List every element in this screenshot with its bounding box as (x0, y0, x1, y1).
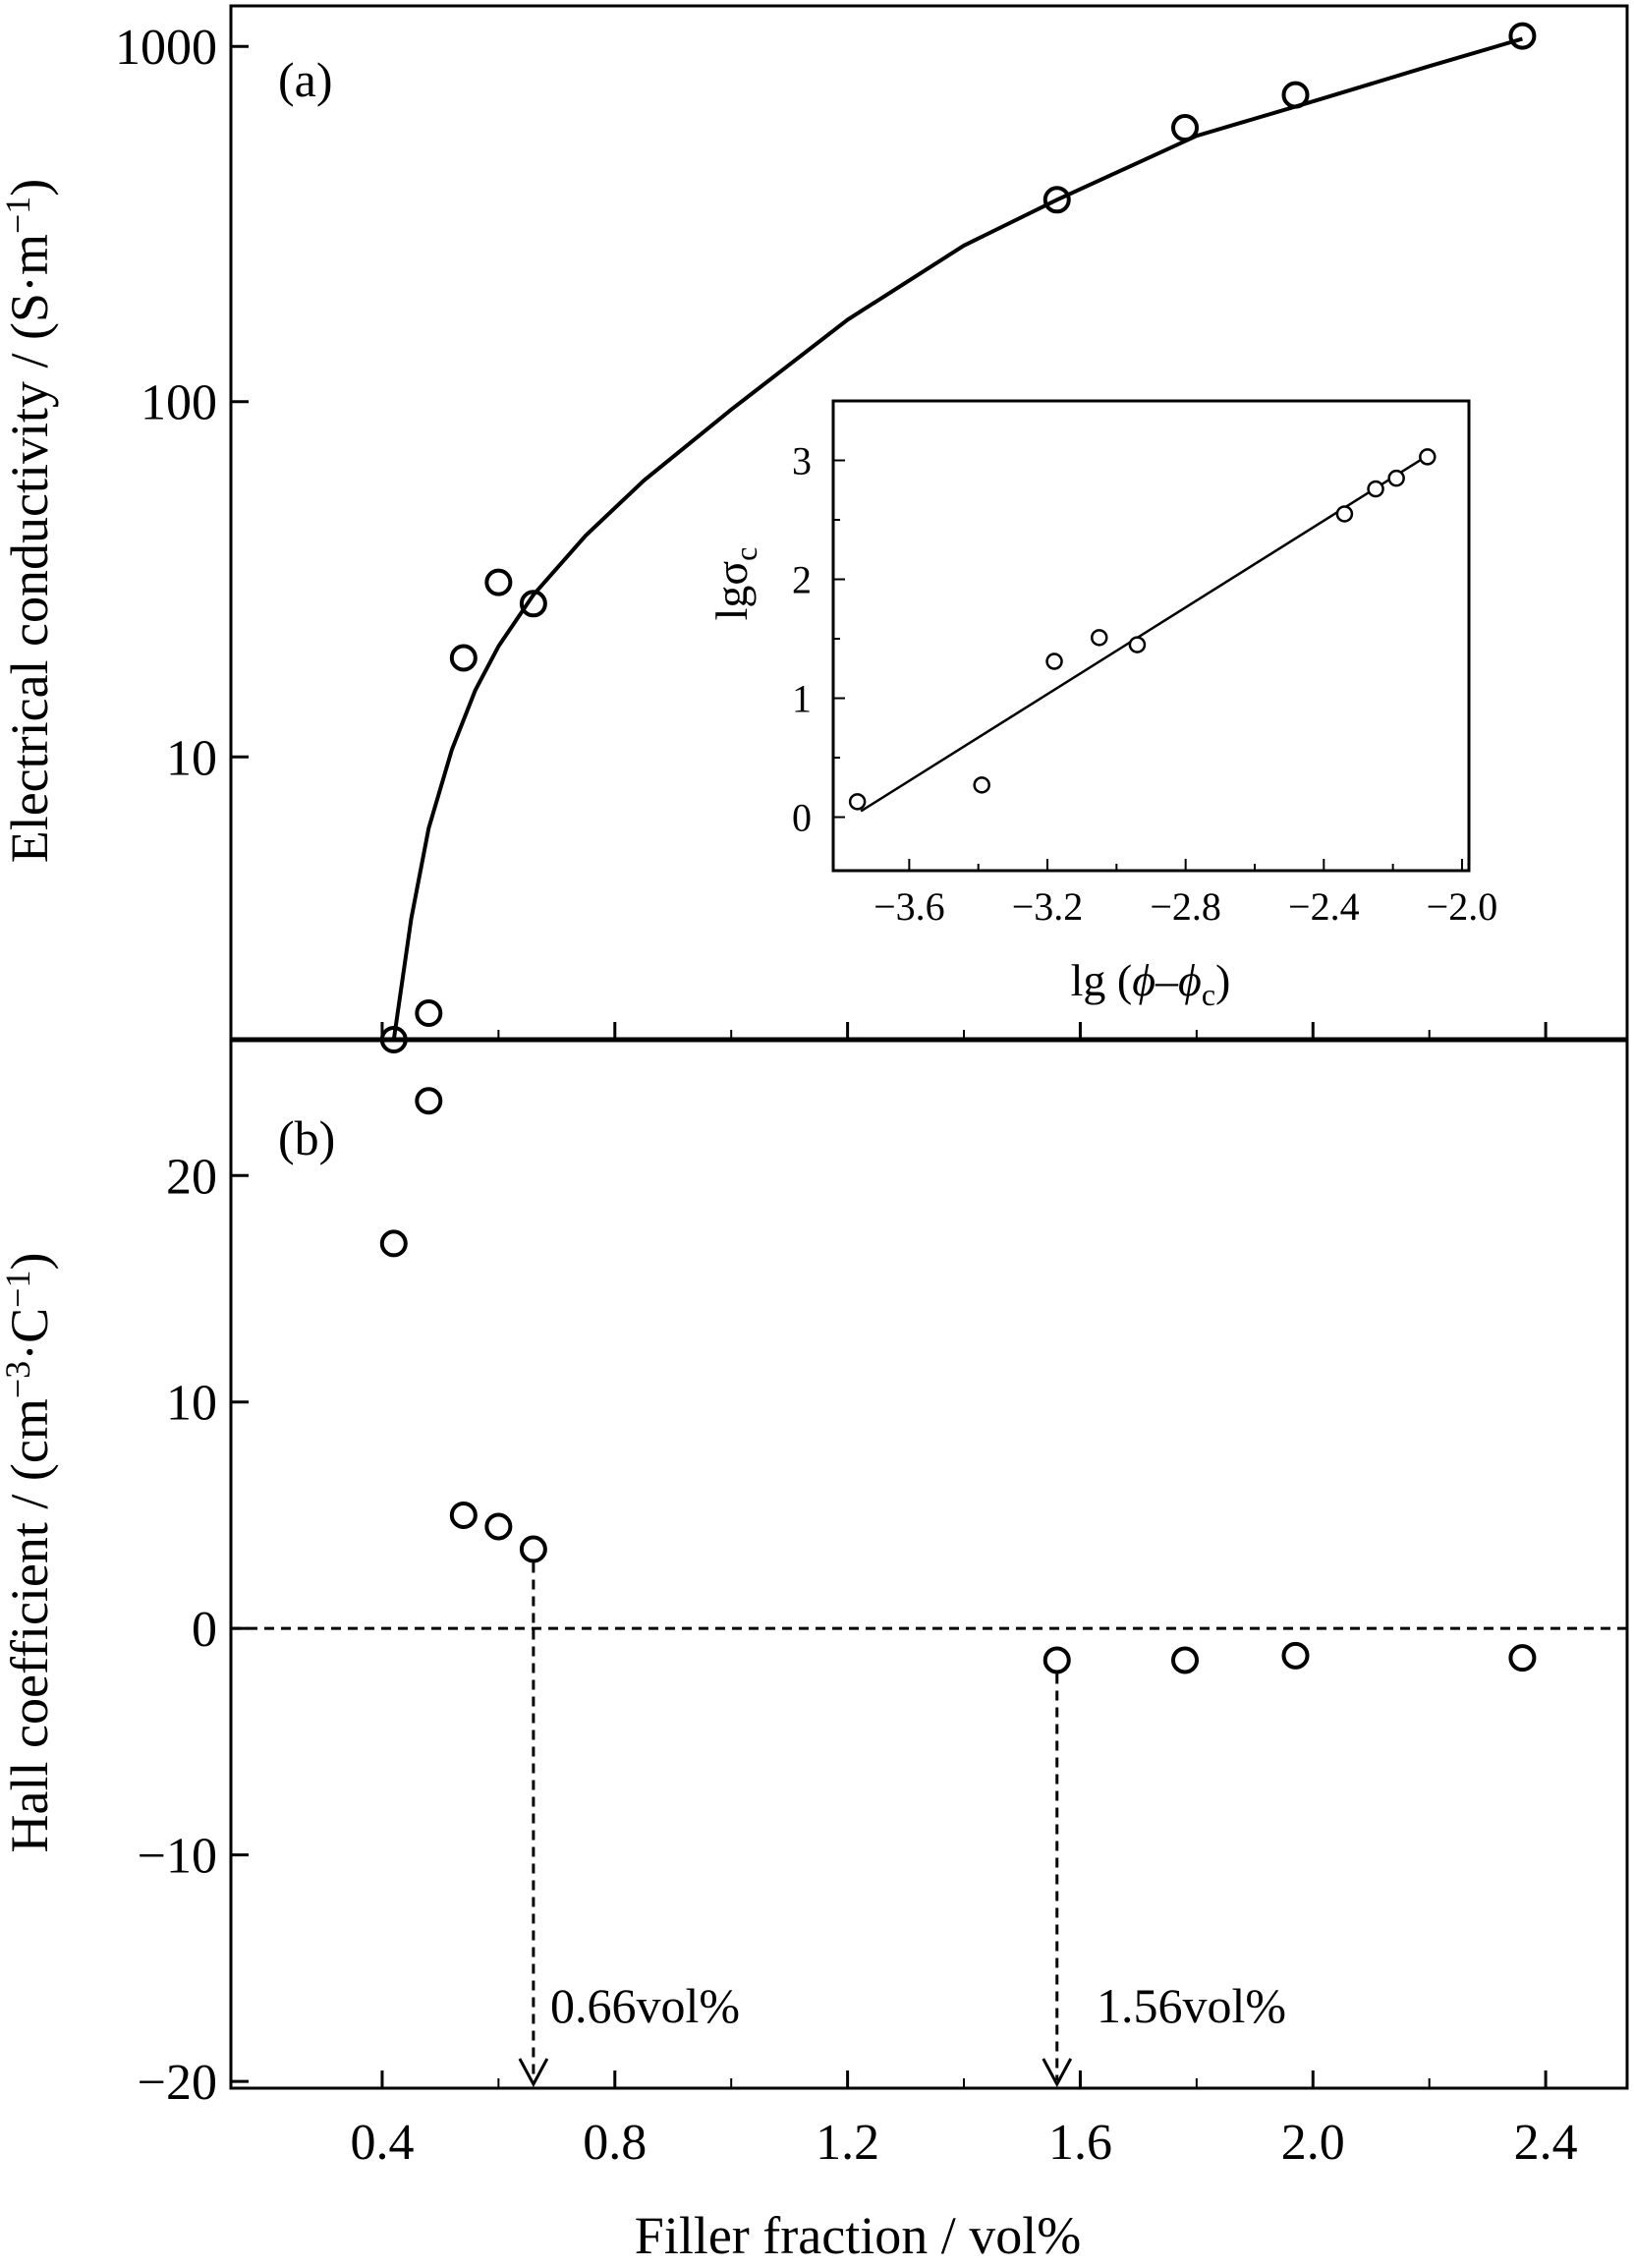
x-tick-label: 1.2 (816, 2115, 879, 2171)
panel-a-point (415, 999, 443, 1028)
inset-x-tick-label: −2.0 (1427, 884, 1498, 929)
panel-b-y-title-close: ) (0, 1253, 59, 1271)
panel-a-point (519, 590, 547, 618)
inset-y-tick-label: 2 (792, 558, 812, 602)
panel-b-point (519, 1535, 547, 1563)
inset-point (973, 776, 990, 794)
inset-x-label: lg (ϕ–ϕc) (1071, 955, 1231, 1012)
inset-y-tick-label: 1 (792, 677, 812, 721)
x-axis-title: Filler fraction / vol% (635, 2206, 1081, 2263)
annotation-arrow-head (1042, 2058, 1073, 2088)
panel-b-point (1508, 1644, 1537, 1673)
panel-b-point (484, 1512, 513, 1541)
inset-x-label-phi2: ϕ (1178, 955, 1202, 1005)
panel-b-ticks: −20 −10 0 10 20 (138, 1149, 1548, 2111)
panel-b-point (1171, 1646, 1200, 1674)
inset-point (1387, 469, 1405, 487)
panel-b-arrows (518, 1562, 1073, 2088)
x-tick-label: 0.8 (583, 2115, 647, 2171)
inset-x-tick-label: −3.6 (873, 884, 945, 929)
panel-a-label: (a) (278, 52, 333, 107)
panel-a-y-tick-label: 100 (141, 375, 217, 431)
panel-b-point (449, 1501, 478, 1529)
panel-a-y-tick-label: 10 (166, 730, 217, 786)
panel-a-y-axis-title: Electrical conductivity / (S·m−1) (0, 179, 59, 864)
inset-fit-line (860, 454, 1429, 813)
panel-a-point (1042, 186, 1071, 214)
inset-x-label-sub: c (1202, 977, 1215, 1012)
panel-a-point (1171, 114, 1200, 142)
x-tick-label: 1.6 (1048, 2115, 1112, 2171)
panel-b-y-tick-label: 20 (166, 1149, 217, 1205)
inset-point (1091, 629, 1108, 647)
panel-b-points (379, 1087, 1537, 1674)
panel-b-point (1042, 1646, 1071, 1674)
x-tick-label: 0.4 (350, 2115, 414, 2171)
panel-a-point (449, 644, 478, 672)
panel-a-point (379, 1026, 408, 1053)
panel-a-y-title-close: ) (0, 179, 59, 197)
inset-ticks: −3.6 −3.2 −2.8 −2.4 −2.0 0 1 2 3 (792, 439, 1497, 929)
inset-y-tick-label: 0 (792, 796, 812, 840)
inset-y-label-main: lgσ (706, 561, 757, 621)
inset-x-label-phi1: ϕ (1132, 955, 1155, 1005)
annotation-0-66: 0.66vol% (550, 1978, 740, 2033)
panel-a-y-title-sup: −1 (0, 197, 37, 234)
inset-y-tick-label: 3 (792, 439, 812, 483)
panel-b-label: (b) (278, 1110, 335, 1165)
panel-b-y-title-sup1: −3 (0, 1361, 37, 1398)
panel-b-point (379, 1229, 408, 1258)
x-tick-labels: 0.4 0.8 1.2 1.6 2.0 2.4 (350, 2115, 1577, 2171)
panel-a-y-tick-label: 1000 (115, 20, 217, 76)
inset-x-tick-label: −2.8 (1150, 884, 1221, 929)
x-tick-label: 2.4 (1514, 2115, 1578, 2171)
panel-a-y-title-main: Electrical conductivity / (S·m (0, 234, 59, 863)
annotation-1-56: 1.56vol% (1097, 1978, 1286, 2033)
panel-b-point (415, 1087, 443, 1115)
panel-b-y-tick-label: 10 (166, 1376, 217, 1432)
panel-b-y-title-sup2: −1 (0, 1271, 37, 1308)
inset-x-tick-label: −3.2 (1012, 884, 1084, 929)
inset-x-label-close: ) (1215, 955, 1230, 1005)
x-tick-label: 2.0 (1281, 2115, 1345, 2171)
panel-b-y-title-mid: ·C (0, 1308, 59, 1361)
panel-b-y-tick-label: −20 (138, 2055, 217, 2111)
inset-x-label-dash: – (1155, 955, 1179, 1005)
inset-y-label-sub: c (728, 547, 763, 561)
panel-a-fit-curve (391, 36, 1523, 1041)
inset-x-label-pre: lg ( (1071, 955, 1133, 1005)
inset-point (1128, 636, 1147, 653)
inset-point (1419, 448, 1437, 466)
inset-frame (831, 399, 1471, 873)
inset-point (848, 793, 867, 811)
panel-b-y-tick-label: −10 (138, 1829, 217, 1885)
inset-y-label: lgσc (706, 547, 763, 621)
panel-b-frame (229, 1038, 1629, 2090)
panel-a-point (1508, 22, 1537, 50)
panel-b-y-tick-label: 0 (192, 1602, 217, 1658)
panel-frames (229, 4, 1629, 2090)
inset-point (1367, 480, 1384, 498)
panel-b: −20 −10 0 10 20 (b) 0.66vol% 1.56vol% (138, 1087, 1627, 2111)
annotation-arrow-head (518, 2058, 549, 2088)
inset-point (1045, 652, 1063, 670)
panel-a-points (379, 22, 1537, 1053)
panel-a-point (484, 568, 513, 596)
panel-a-point (1281, 81, 1310, 109)
inset-points (848, 448, 1437, 811)
panel-b-point (1281, 1641, 1310, 1670)
panel-b-y-axis-title: Hall coefficient / (cm−3·C−1) (0, 1253, 59, 1853)
inset-x-tick-label: −2.4 (1288, 884, 1360, 929)
inset-point (1335, 505, 1354, 523)
panel-b-y-title-main: Hall coefficient / (cm (0, 1398, 59, 1852)
